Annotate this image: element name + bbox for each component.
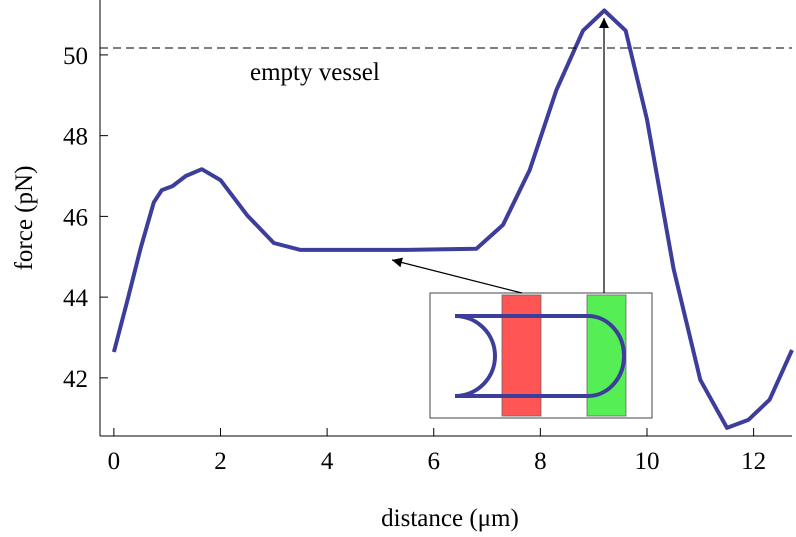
x-tick-label: 6: [427, 448, 440, 475]
data-line: [111, 8, 794, 430]
x-tick-label: 0: [108, 448, 121, 475]
y-tick-label: 46: [63, 204, 88, 231]
y-axis-label: force (pN): [11, 166, 38, 271]
y-tick-label: 44: [63, 285, 89, 312]
y-tick-label: 48: [63, 124, 88, 151]
inset-diagram: [429, 292, 653, 419]
reference-label: empty vessel: [250, 59, 380, 86]
x-tick-label: 8: [534, 448, 547, 475]
y-tick-label: 42: [63, 366, 88, 393]
y-tick-label: 50: [63, 43, 88, 70]
arrow: [391, 257, 523, 294]
x-axis-label: distance (μm): [381, 505, 519, 532]
x-tick-label: 2: [214, 448, 227, 475]
x-tick-label: 4: [321, 448, 334, 475]
x-tick-label: 10: [634, 448, 659, 475]
x-tick-label: 12: [741, 448, 766, 475]
